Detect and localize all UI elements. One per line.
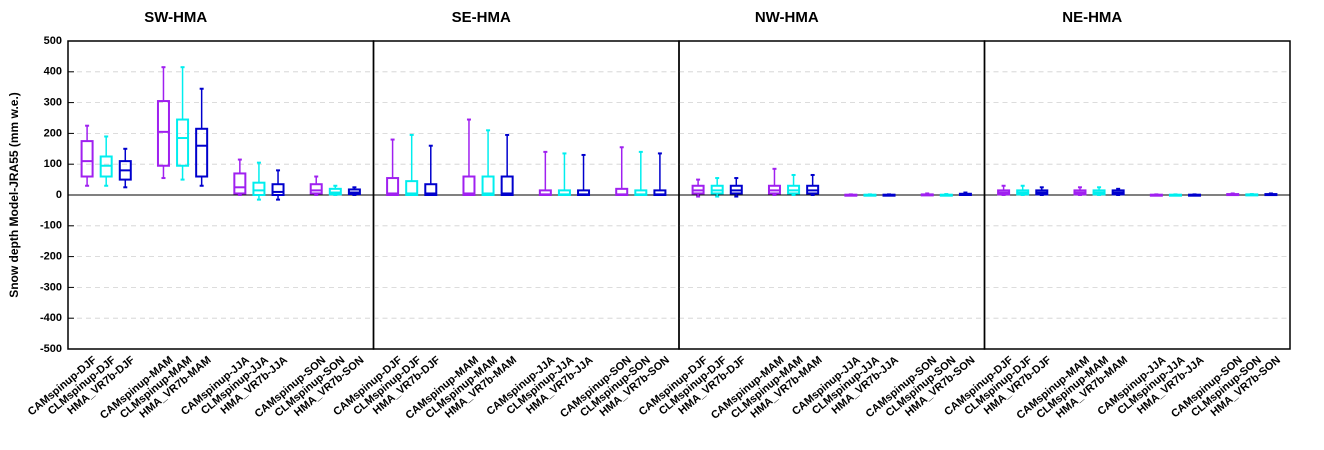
box-group	[806, 173, 820, 196]
box-group	[156, 66, 170, 180]
box-group	[1035, 186, 1049, 196]
box-group	[481, 129, 495, 197]
box	[156, 100, 170, 167]
box	[309, 183, 323, 195]
box-group	[767, 167, 781, 196]
box-group	[424, 144, 438, 197]
box-group	[1264, 192, 1278, 197]
box-group	[634, 150, 648, 197]
box-group	[99, 135, 113, 187]
box-group	[958, 191, 972, 197]
y-tick-label: -400	[40, 312, 62, 324]
box-group	[80, 124, 94, 187]
box-group	[252, 161, 266, 201]
box-group	[691, 178, 705, 198]
panel-title: SE-HMA	[452, 9, 511, 26]
box-group	[1168, 193, 1182, 197]
box-group	[538, 150, 552, 197]
box	[176, 118, 190, 167]
box	[386, 177, 400, 196]
box-group	[309, 175, 323, 196]
box-group	[653, 152, 667, 197]
box	[405, 180, 419, 196]
box-group	[939, 193, 953, 197]
box-group	[1188, 193, 1202, 197]
box-group	[1092, 186, 1106, 196]
box-group	[118, 147, 132, 189]
panel-title: SW-HMA	[144, 9, 207, 26]
box-group	[863, 193, 877, 197]
box-group	[882, 193, 896, 197]
box-group	[577, 153, 591, 197]
panel-title: NW-HMA	[755, 9, 819, 26]
box-group	[615, 146, 629, 196]
y-tick-label: 300	[44, 97, 62, 109]
box-group	[844, 193, 858, 197]
box-group	[557, 152, 571, 197]
box	[271, 183, 285, 197]
y-tick-label: 400	[44, 66, 62, 78]
box	[80, 140, 94, 178]
y-axis-label: Snow depth Model-JRA55 (mm w.e.)	[7, 92, 21, 298]
y-tick-label: -500	[40, 343, 62, 355]
box-group	[1226, 192, 1240, 197]
box-group	[1016, 184, 1030, 196]
box-group	[176, 66, 190, 181]
box-group	[500, 133, 514, 197]
box-group	[787, 173, 801, 196]
box	[481, 175, 495, 197]
box	[462, 175, 476, 197]
box-group	[920, 192, 934, 197]
box-group	[462, 118, 476, 197]
box-group	[347, 186, 361, 196]
y-tick-label: 500	[44, 35, 62, 47]
y-tick-label: -200	[40, 251, 62, 263]
box-group	[1073, 186, 1087, 196]
panel-frame	[983, 40, 1291, 350]
box-group	[271, 169, 285, 201]
box-group	[1149, 193, 1163, 197]
box-group	[1111, 187, 1125, 196]
box	[233, 172, 247, 195]
box-group	[233, 158, 247, 196]
y-tick-label: 200	[44, 127, 62, 139]
box-group	[729, 177, 743, 198]
y-tick-label: -100	[40, 220, 62, 232]
box-group	[997, 184, 1011, 196]
box-group	[328, 184, 342, 196]
box-group	[710, 177, 724, 198]
y-tick-label: 100	[44, 158, 62, 170]
y-tick-label: 0	[56, 189, 62, 201]
panel-title: NE-HMA	[1062, 9, 1122, 26]
box-group	[386, 138, 400, 196]
box-group	[1245, 193, 1259, 197]
box	[424, 183, 438, 197]
box	[195, 127, 209, 178]
box-group	[195, 87, 209, 187]
box	[500, 175, 514, 197]
box	[252, 181, 266, 196]
y-tick-label: -300	[40, 281, 62, 293]
box-group	[405, 133, 419, 196]
